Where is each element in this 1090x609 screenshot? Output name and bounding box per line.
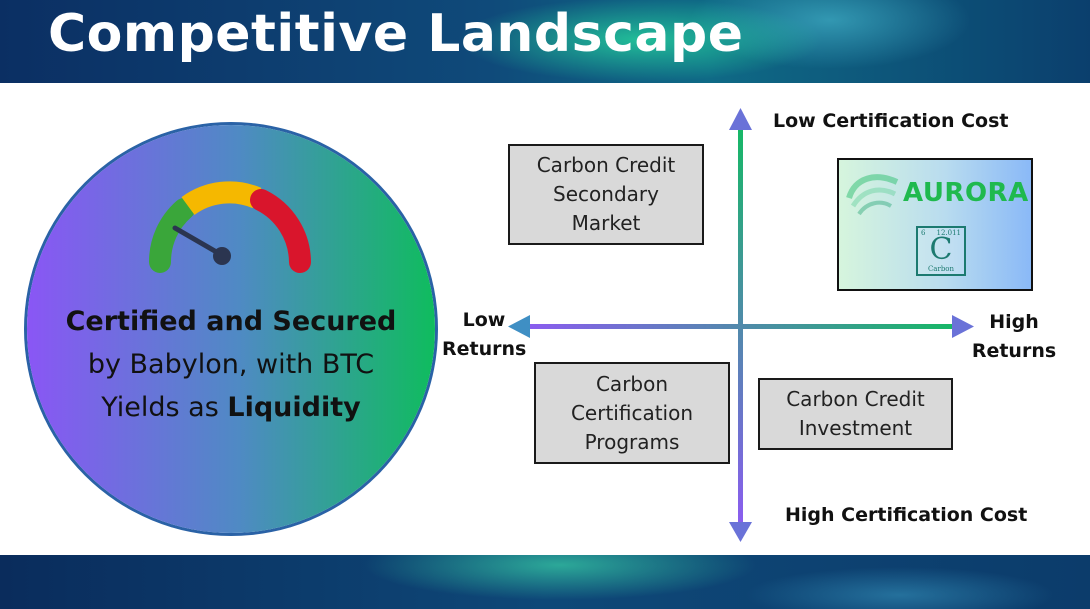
quadrant-box-label: Carbon Credit Investment bbox=[786, 387, 925, 440]
down-arrow-icon bbox=[729, 522, 752, 542]
gauge-green-arc bbox=[148, 198, 195, 273]
quadrant-box-label: Carbon Credit Secondary Market bbox=[536, 153, 676, 235]
aurora-wordmark: AURORA bbox=[903, 178, 1029, 208]
circle-line-3-prefix: Yields as bbox=[101, 392, 228, 423]
horizontal-axis bbox=[526, 324, 956, 329]
gauge-red-arc bbox=[250, 189, 311, 273]
quadrant-box-certification-programs: Carbon Certification Programs bbox=[534, 362, 730, 464]
element-mass: 12.011 bbox=[936, 229, 962, 237]
circle-line-2: by Babylon, with BTC bbox=[87, 349, 375, 380]
left-arrow-icon bbox=[508, 315, 530, 338]
quadrant-box-secondary-market: Carbon Credit Secondary Market bbox=[508, 144, 704, 245]
gauge-needle bbox=[172, 225, 223, 257]
element-symbol: C bbox=[929, 232, 953, 267]
axis-label-left: Low Returns bbox=[442, 309, 527, 360]
header-band bbox=[0, 0, 1090, 83]
aurora-card: AURORA 6 12.011 C Carbon bbox=[837, 158, 1033, 291]
footer-band bbox=[0, 555, 1090, 609]
quadrant-box-investment: Carbon Credit Investment bbox=[758, 378, 953, 450]
gauge-icon bbox=[148, 181, 311, 273]
axis-label-bottom: High Certification Cost bbox=[785, 504, 1028, 526]
quadrant-box-label: Carbon Certification Programs bbox=[570, 371, 694, 454]
carbon-element-icon: 6 12.011 C Carbon bbox=[916, 226, 966, 276]
aurora-logo-icon bbox=[846, 174, 899, 216]
right-arrow-icon bbox=[952, 315, 974, 338]
gauge-yellow-arc bbox=[181, 181, 262, 216]
axis-label-top: Low Certification Cost bbox=[773, 110, 1009, 132]
element-number: 6 bbox=[921, 229, 926, 237]
circle-bold-line: Certified and Secured bbox=[65, 306, 397, 337]
gauge-hub bbox=[213, 247, 231, 265]
axis-label-right: High Returns bbox=[971, 311, 1057, 362]
element-name: Carbon bbox=[927, 265, 955, 273]
circle-line-3-bold: Liquidity bbox=[227, 392, 361, 423]
page-title: Competitive Landscape bbox=[48, 4, 744, 64]
up-arrow-icon bbox=[729, 108, 752, 130]
circle-text: Certified and Secured by Babylon, with B… bbox=[52, 300, 410, 429]
